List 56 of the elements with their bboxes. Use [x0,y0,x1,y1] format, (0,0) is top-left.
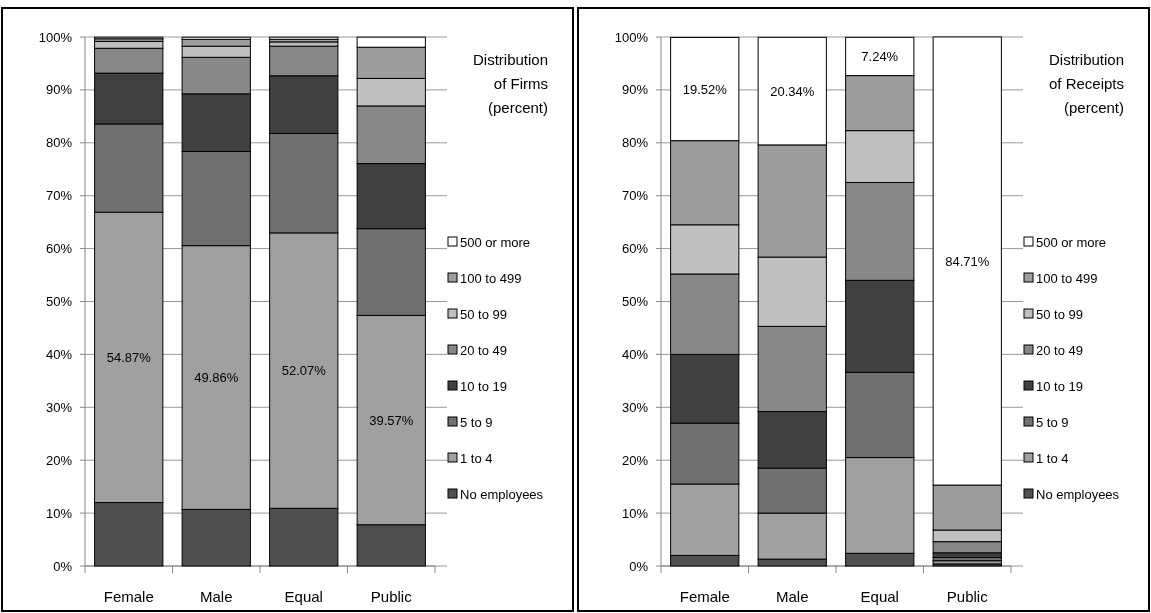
y-tick-label: 40% [621,346,649,362]
data-label: 39.57% [369,412,414,428]
legend-label: 100 to 499 [460,270,522,286]
y-tick-label: 40% [45,346,73,362]
x-tick-label: Male [775,587,809,605]
legend-label: 1 to 4 [460,450,493,466]
y-tick-label: 80% [45,135,73,151]
y-tick-label: 20% [621,452,649,468]
y-tick-label: 90% [621,82,649,98]
legend-label: No employees [460,486,544,502]
data-label: 52.07% [281,363,327,379]
data-label: 19.52% [682,81,728,97]
y-tick-label: 30% [621,399,649,415]
y-tick-label: 100% [38,29,73,45]
legend-label: No employees [1036,486,1120,502]
y-tick-label: 10% [621,505,649,521]
legend-label: 5 to 9 [460,414,493,430]
x-tick-label: Female [679,587,730,605]
legend-label: 10 to 19 [1036,378,1083,394]
x-tick-label: Male [199,587,233,605]
legend-label: 50 to 99 [1036,306,1083,322]
legend-label: 5 to 9 [1036,414,1069,430]
y-tick-label: 90% [45,82,73,98]
legend-label: 50 to 99 [460,306,507,322]
data-label: 84.71% [945,253,990,269]
y-tick-label: 50% [621,294,649,309]
x-tick-label: Public [370,587,413,605]
x-tick-label: Equal [860,587,899,605]
x-tick-label: Public [946,587,989,605]
y-tick-label: 0% [53,558,73,574]
x-tick-label: Equal [284,587,323,605]
y-tick-label: 80% [621,135,649,151]
legend-title: Distribution of Firms (percent) [472,51,548,116]
data-label: 49.86% [194,370,239,386]
y-tick-label: 20% [45,452,73,468]
legend-label: 1 to 4 [1036,450,1069,466]
legend-label: 20 to 49 [460,342,507,358]
y-tick-label: 0% [629,558,649,574]
legend-label: 100 to 499 [1036,270,1098,286]
data-label: 54.87% [106,349,152,365]
data-label: 20.34% [770,83,815,99]
legend-label: 10 to 19 [460,378,507,394]
legend-label: 500 or more [1036,234,1107,250]
legend-label: 500 or more [460,234,531,250]
y-tick-label: 50% [45,294,73,309]
y-tick-label: 30% [45,399,73,415]
y-tick-label: 60% [621,241,649,257]
legend-title: Distribution of Receipts (percent) [1048,51,1124,116]
y-tick-label: 100% [614,29,649,45]
y-tick-label: 70% [621,188,649,204]
y-tick-label: 60% [45,241,73,257]
x-tick-label: Female [103,587,154,605]
y-tick-label: 10% [45,505,73,521]
legend-label: 20 to 49 [1036,342,1083,358]
data-label: 7.24% [861,48,899,64]
y-tick-label: 70% [45,188,73,204]
